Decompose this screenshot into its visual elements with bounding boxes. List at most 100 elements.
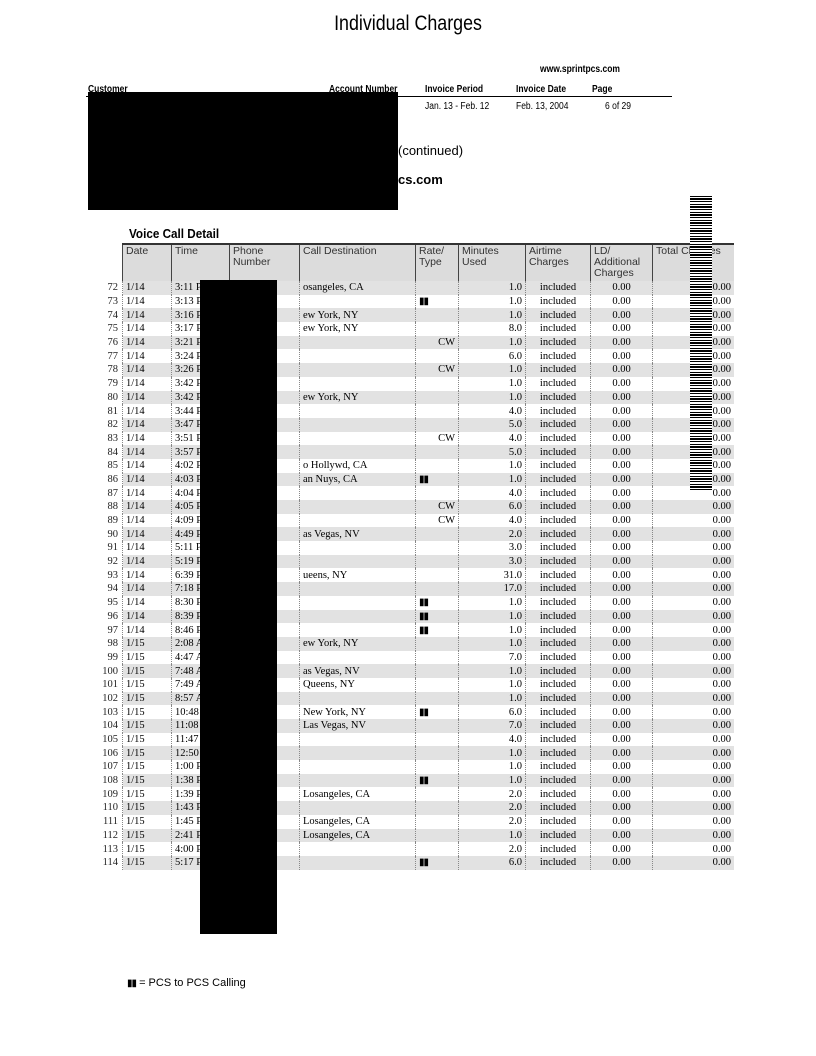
table-row: 96 1/14 8:39 P M ▮▮ 1.0 included 0.00 0.00 — [86, 609, 734, 624]
cell-rate-type — [415, 404, 459, 418]
cell-call-destination: Losangeles, CA — [299, 814, 416, 829]
cell-call-destination — [299, 760, 416, 774]
cell-airtime-charges: included — [525, 541, 591, 555]
cell-total-charges: 0.00 — [652, 787, 734, 802]
table-row: 99 1/15 4:47 A M 7.0 included 0.00 0.00 — [86, 650, 734, 665]
cell-airtime-charges: included — [525, 500, 591, 514]
cell-total-charges: 0.00 — [652, 828, 734, 843]
cell-ld-charges: 0.00 — [590, 760, 653, 774]
cell-call-destination: o Hollywd, CA — [299, 458, 416, 473]
cell-date: 1/14 — [122, 513, 172, 528]
cell-minutes-used: 1.0 — [458, 773, 526, 788]
cell-ld-charges: 0.00 — [590, 486, 653, 500]
cell-call-destination — [299, 363, 416, 377]
table-row: 95 1/14 8:30 P M ▮▮ 1.0 included 0.00 0.00 — [86, 595, 734, 610]
cell-airtime-charges: included — [525, 609, 591, 624]
cell-ld-charges: 0.00 — [590, 458, 653, 473]
cell-date: 1/14 — [122, 486, 172, 500]
cell-minutes-used: 1.0 — [458, 828, 526, 843]
cell-call-destination: as Vegas, NV — [299, 527, 416, 542]
cell-call-destination — [299, 773, 416, 788]
cell-rate-type — [415, 308, 459, 323]
cell-call-destination: Losangeles, CA — [299, 787, 416, 802]
cell-date: 1/15 — [122, 664, 172, 678]
cell-airtime-charges: included — [525, 349, 591, 364]
cell-date: 1/14 — [122, 445, 172, 459]
cell-ld-charges: 0.00 — [590, 677, 653, 692]
cell-ld-charges: 0.00 — [590, 554, 653, 569]
cell-rate-type — [415, 417, 459, 432]
cell-date: 1/15 — [122, 677, 172, 692]
cell-minutes-used: 1.0 — [458, 746, 526, 761]
cell-minutes-used: 2.0 — [458, 842, 526, 856]
phone-redaction — [200, 280, 277, 934]
cell-minutes-used: 1.0 — [458, 691, 526, 706]
cell-date: 1/14 — [122, 541, 172, 555]
cell-call-destination: ueens, NY — [299, 568, 416, 583]
cell-minutes-used: 5.0 — [458, 445, 526, 459]
cell-minutes-used: 1.0 — [458, 294, 526, 309]
cell-date: 1/14 — [122, 376, 172, 391]
cell-airtime-charges: included — [525, 404, 591, 418]
cell-total-charges: 0.00 — [652, 760, 734, 774]
cell-ld-charges: 0.00 — [590, 294, 653, 309]
cell-ld-charges: 0.00 — [590, 500, 653, 514]
cell-date: 1/14 — [122, 363, 172, 377]
table-row: 104 1/15 11:08 A M Las Vegas, NV 7.0 included… — [86, 719, 734, 733]
row-number: 72 — [107, 282, 119, 294]
cell-rate-type: ▮▮ — [415, 855, 459, 870]
cell-minutes-used: 1.0 — [458, 458, 526, 473]
cell-date: 1/14 — [122, 335, 172, 350]
cell-date: 1/15 — [122, 760, 172, 774]
cell-minutes-used: 1.0 — [458, 308, 526, 323]
cell-total-charges: 0.00 — [652, 705, 734, 719]
cell-date: 1/15 — [122, 691, 172, 706]
cell-call-destination: Losangeles, CA — [299, 828, 416, 843]
cell-airtime-charges: included — [525, 335, 591, 350]
row-number: 81 — [107, 405, 119, 417]
cell-ld-charges: 0.00 — [590, 732, 653, 747]
table-row: 110 1/15 1:43 P M 2.0 included 0.00 0.00 — [86, 801, 734, 815]
cell-rate-type — [415, 787, 459, 802]
cell-call-destination — [299, 404, 416, 418]
legend: ▮▮ = PCS to PCS Calling — [127, 977, 246, 989]
cell-total-charges: 0.00 — [652, 814, 734, 829]
row-number: 110 — [102, 802, 118, 814]
cell-minutes-used: 4.0 — [458, 431, 526, 446]
cell-ld-charges: 0.00 — [590, 404, 653, 418]
table-row: 78 1/14 3:26 P M CW 1.0 included 0.00 0.00 — [86, 363, 734, 377]
cell-date: 1/14 — [122, 404, 172, 418]
cell-ld-charges: 0.00 — [590, 322, 653, 336]
walkie-talkie-pair-icon: ▮▮ — [127, 978, 137, 989]
cell-call-destination — [299, 500, 416, 514]
cell-airtime-charges: included — [525, 650, 591, 665]
cell-minutes-used: 4.0 — [458, 486, 526, 500]
cell-date: 1/15 — [122, 842, 172, 856]
cell-rate-type — [415, 349, 459, 364]
row-number: 95 — [107, 597, 119, 609]
cell-ld-charges: 0.00 — [590, 527, 653, 542]
cell-airtime-charges: included — [525, 390, 591, 405]
cell-ld-charges: 0.00 — [590, 609, 653, 624]
cell-call-destination — [299, 513, 416, 528]
table-row: 112 1/15 2:41 P M Losangeles, CA 1.0 included… — [86, 828, 734, 843]
table-row: 107 1/15 1:00 P M 1.0 included 0.00 0.00 — [86, 760, 734, 774]
cell-date: 1/14 — [122, 417, 172, 432]
cell-date: 1/14 — [122, 623, 172, 637]
row-number: 85 — [107, 460, 119, 472]
cell-airtime-charges: included — [525, 431, 591, 446]
row-number: 78 — [107, 364, 119, 376]
cell-minutes-used: 31.0 — [458, 568, 526, 583]
cell-rate-type: ▮▮ — [415, 623, 459, 637]
cell-total-charges: 0.00 — [652, 664, 734, 678]
cell-total-charges: 0.00 — [652, 486, 734, 500]
cell-ld-charges: 0.00 — [590, 814, 653, 829]
cell-minutes-used: 1.0 — [458, 335, 526, 350]
cell-total-charges: 0.00 — [652, 582, 734, 596]
